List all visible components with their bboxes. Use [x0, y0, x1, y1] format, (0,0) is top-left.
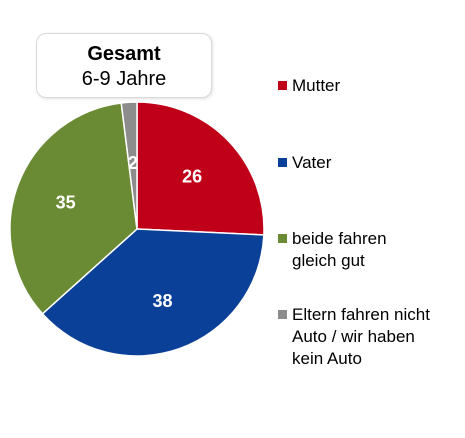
- pie-slice-mutter: [136, 101, 265, 236]
- chart-title-box: Gesamt 6-9 Jahre: [36, 33, 212, 98]
- legend-swatch-mutter: [278, 81, 287, 90]
- legend-swatch-beide: [278, 234, 287, 243]
- pie-slice-vater: [41, 228, 265, 357]
- slice-label-beide: 35: [56, 192, 76, 212]
- legend-label-vater: Vater: [292, 153, 332, 172]
- legend-item-vater: Vater: [278, 152, 463, 174]
- legend-swatch-vater: [278, 158, 287, 167]
- legend-item-mutter: Mutter: [278, 75, 463, 97]
- slice-label-mutter: 26: [182, 166, 202, 186]
- legend-label-mutter: Mutter: [292, 76, 341, 95]
- legend-item-kein-auto: Eltern fahren nicht Auto / wir haben kei…: [278, 304, 463, 370]
- legend-label-kein-auto: Eltern fahren nicht Auto / wir haben kei…: [292, 305, 430, 368]
- pie-slice-kein-auto: [120, 101, 138, 230]
- slice-label-vater: 38: [153, 291, 173, 311]
- legend-label-beide: beide fahren gleich gut: [292, 229, 387, 270]
- chart-subtitle: 6-9 Jahre: [81, 68, 167, 90]
- legend-swatch-kein-auto: [278, 310, 287, 319]
- slice-label-kein-auto: 2: [128, 153, 138, 173]
- chart-title: Gesamt: [87, 43, 161, 65]
- legend-item-beide: beide fahren gleich gut: [278, 228, 463, 272]
- pie-slice-beide: [9, 102, 138, 315]
